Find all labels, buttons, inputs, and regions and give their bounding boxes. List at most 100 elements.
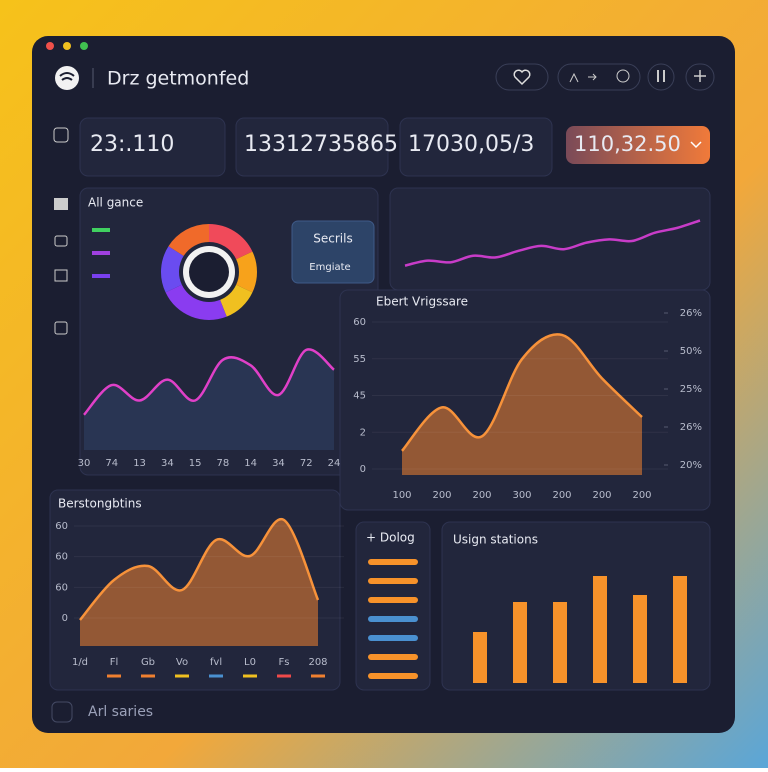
close-dot[interactable] [46, 42, 54, 50]
y-tick-label: 60 [353, 317, 366, 328]
x-tick-label: 72 [300, 458, 313, 469]
bar [513, 602, 527, 683]
x-tick-label: 208 [308, 657, 327, 668]
y2-tick-label: 25% [680, 384, 702, 395]
area-fill [80, 519, 318, 646]
x-tick-label: 200 [472, 490, 491, 501]
line [401, 333, 643, 452]
panel [389, 187, 711, 291]
donut-segment [168, 224, 209, 256]
annotation: Secrils [313, 232, 352, 246]
stat-card [79, 117, 226, 177]
y-tick-label: 60 [55, 521, 68, 532]
y-tick-label: 60 [55, 582, 68, 593]
x-tick-label: 74 [105, 458, 118, 469]
y-tick-label: 0 [360, 464, 366, 475]
panel-title: Ebert Vrigssare [376, 295, 468, 309]
x-tick-label: 300 [512, 490, 531, 501]
bar [368, 635, 418, 641]
donut-segment [236, 251, 257, 293]
x-tick-label: Vo [176, 657, 188, 668]
panel [355, 521, 431, 691]
panel-title: All gance [88, 196, 143, 210]
x-tick-label: 14 [244, 458, 257, 469]
side-icon[interactable] [54, 198, 68, 210]
max-dot[interactable] [80, 42, 88, 50]
y-tick-label: 60 [55, 552, 68, 563]
y2-tick-label: 26% [680, 422, 702, 433]
min-dot[interactable] [63, 42, 71, 50]
stat-card [399, 117, 553, 177]
x-tick-label: 1/d [72, 657, 88, 668]
x-tick-label: 30 [78, 458, 91, 469]
panel-title: Usign stations [453, 533, 538, 547]
x-tick-label: 100 [392, 490, 411, 501]
footer-label: Arl saries [88, 704, 153, 720]
bar [673, 576, 687, 683]
plus-icon [694, 70, 706, 82]
x-tick-label: 15 [189, 458, 202, 469]
line [83, 348, 335, 416]
x-tick-label: 200 [552, 490, 571, 501]
nav-icons [569, 72, 597, 83]
side-icon[interactable] [54, 235, 68, 247]
pause-icon [657, 70, 665, 82]
stat-value: 23:.110 [90, 132, 174, 157]
x-tick-label: 200 [432, 490, 451, 501]
x-tick-label: 34 [161, 458, 174, 469]
bar [368, 616, 418, 622]
x-tick-label: Fl [110, 657, 119, 668]
x-tick-label: fvl [210, 657, 222, 668]
x-tick-label: Gb [141, 657, 155, 668]
nav-group[interactable] [557, 63, 641, 91]
donut-segment [165, 284, 227, 320]
bar [368, 673, 418, 679]
x-tick-label: 34 [272, 458, 285, 469]
y2-tick-label: 20% [680, 460, 702, 471]
annotation: Emgiate [309, 262, 350, 273]
bar [473, 632, 487, 683]
x-tick-label: 200 [632, 490, 651, 501]
y-tick-label: 0 [62, 613, 68, 624]
like-button[interactable] [495, 63, 549, 91]
bar [368, 559, 418, 565]
x-tick-label: L0 [244, 657, 256, 668]
panel-title: Berstongbtins [58, 497, 142, 511]
info-card [291, 220, 375, 284]
side-icon[interactable] [53, 127, 69, 143]
line [79, 517, 320, 621]
donut-segment [161, 246, 184, 293]
donut-core [189, 252, 229, 292]
app-title: Drz getmonfed [107, 68, 249, 90]
add-button[interactable] [685, 63, 715, 91]
bar [633, 595, 647, 683]
footer-icon [51, 701, 73, 723]
line [404, 219, 701, 267]
stat-value: 13312735865 [244, 132, 398, 157]
side-icon[interactable] [54, 269, 68, 282]
x-tick-label: 13 [133, 458, 146, 469]
y-tick-label: 45 [353, 391, 366, 402]
y-tick-label: 2 [360, 427, 366, 438]
x-tick-label: 78 [217, 458, 230, 469]
donut-segment [220, 284, 253, 317]
user-icon[interactable] [616, 69, 630, 83]
stat-card[interactable] [566, 126, 710, 164]
pause-button[interactable] [647, 63, 675, 91]
logo-mark [59, 72, 75, 81]
area-fill [84, 349, 334, 450]
bar [368, 654, 418, 660]
stat-card [235, 117, 389, 177]
x-tick-label: 200 [592, 490, 611, 501]
y-tick-label: 55 [353, 354, 366, 365]
donut-segment [209, 224, 253, 260]
stat-value: 110,32.50 [574, 132, 681, 156]
panel-title: + Dolog [366, 531, 415, 545]
area-fill [402, 334, 642, 475]
side-icon[interactable] [54, 321, 68, 335]
bar [368, 597, 418, 603]
x-tick-label: Fs [279, 657, 290, 668]
chevron [690, 141, 702, 149]
